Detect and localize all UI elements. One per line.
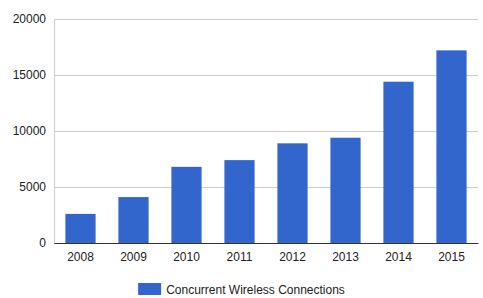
x-tick-label: 2011 [227, 250, 253, 264]
grid-line [54, 19, 478, 20]
grid-line [54, 243, 478, 244]
y-tick-label: 15000 [13, 68, 47, 82]
chart: 0 5000 10000 15000 20000 2008 2009 2010 2011 2012… [0, 0, 483, 298]
legend-swatch [138, 283, 161, 295]
y-tick-label: 20000 [13, 12, 47, 26]
x-axis-line [55, 243, 479, 244]
x-tick: 2015 [438, 243, 465, 264]
bar [65, 214, 95, 243]
grid-line [54, 187, 478, 188]
y-tick-label: 5000 [19, 180, 46, 194]
y-tick-label: 10000 [13, 124, 47, 138]
bar [436, 50, 466, 243]
x-tick-label: 2014 [385, 250, 412, 264]
bar [118, 197, 148, 243]
legend-label: Concurrent Wireless Connections [166, 283, 345, 297]
y-tick-label: 0 [39, 236, 46, 250]
bar [171, 167, 201, 243]
x-tick-label: 2010 [173, 250, 200, 264]
plot: 0 5000 10000 15000 20000 2008 2009 2010 2011 2012… [13, 12, 479, 263]
x-tick: 2013 [332, 243, 359, 264]
x-tick: 2011 [227, 243, 253, 264]
bars [65, 50, 466, 243]
bar [224, 160, 254, 243]
x-tick-label: 2015 [438, 250, 465, 264]
grid-line [54, 75, 478, 76]
x-tick-label: 2008 [67, 250, 94, 264]
x-tick: 2014 [385, 243, 412, 264]
bar [277, 143, 307, 243]
x-tick: 2009 [120, 243, 147, 264]
x-tick-label: 2012 [279, 250, 306, 264]
x-tick: 2008 [67, 243, 94, 264]
bar [383, 82, 413, 243]
bar [330, 138, 360, 243]
x-tick: 2010 [173, 243, 200, 264]
x-axis: 2008 2009 2010 2011 2012 2013 2014 2015 [55, 243, 479, 264]
y-axis: 0 5000 10000 15000 20000 [13, 12, 478, 250]
x-tick-label: 2013 [332, 250, 359, 264]
grid-line [54, 131, 478, 132]
x-tick-label: 2009 [120, 250, 147, 264]
y-tick: 20000 [13, 12, 478, 26]
x-tick: 2012 [279, 243, 306, 264]
legend-item: Concurrent Wireless Connections [138, 283, 345, 297]
y-tick: 15000 [13, 68, 478, 82]
legend: Concurrent Wireless Connections [138, 283, 345, 297]
